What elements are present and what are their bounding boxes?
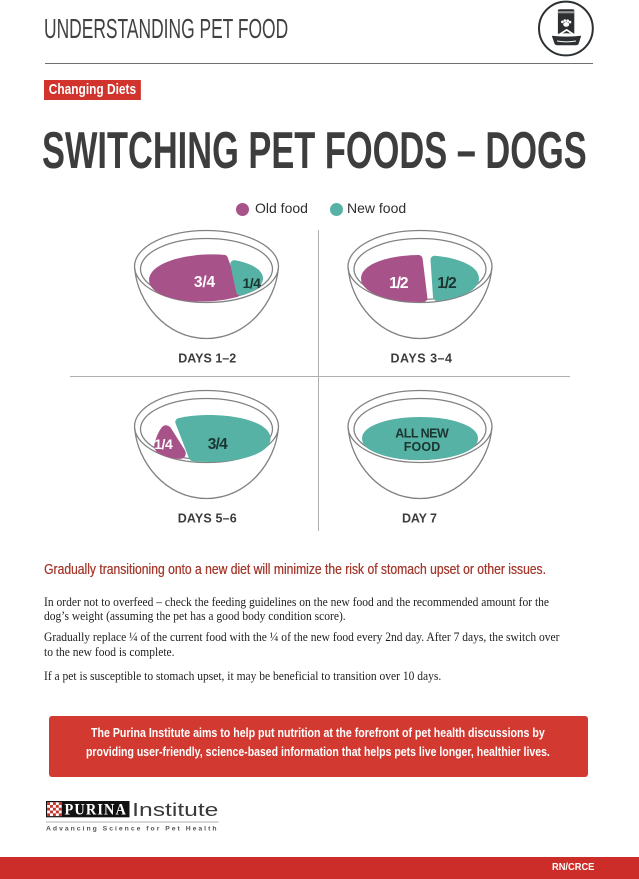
- svg-text:Institute: Institute: [132, 800, 218, 820]
- svg-text:DAY 7: DAY 7: [402, 512, 437, 526]
- svg-text:DAYS 5–6: DAYS 5–6: [178, 512, 237, 526]
- svg-text:1/4: 1/4: [154, 436, 173, 452]
- svg-text:1/2: 1/2: [389, 275, 408, 292]
- svg-text:ALL NEW: ALL NEW: [395, 427, 449, 441]
- svg-text:3/4: 3/4: [208, 436, 228, 453]
- svg-text:DAYS 1–2: DAYS 1–2: [178, 352, 236, 366]
- svg-text:FOOD: FOOD: [404, 440, 441, 454]
- svg-text:PURINA: PURINA: [65, 801, 128, 818]
- svg-text:Advancing Science for Pet Heal: Advancing Science for Pet Health: [46, 826, 219, 833]
- svg-text:1/4: 1/4: [242, 275, 261, 291]
- svg-text:DAYS 3–4: DAYS 3–4: [390, 352, 452, 366]
- svg-text:3/4: 3/4: [194, 274, 216, 291]
- svg-text:1/2: 1/2: [437, 275, 457, 292]
